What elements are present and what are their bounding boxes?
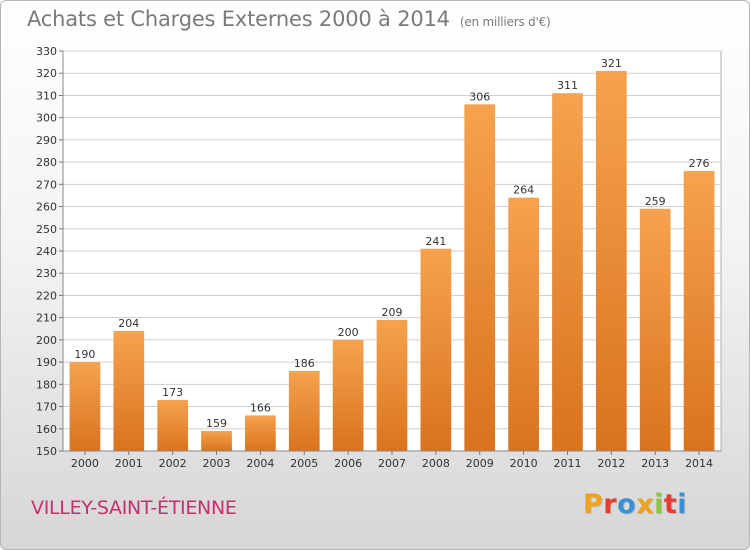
x-tick-label: 2004 bbox=[246, 457, 274, 470]
data-label: 276 bbox=[689, 157, 710, 170]
x-tick-label: 2009 bbox=[466, 457, 494, 470]
y-tick-label: 260 bbox=[36, 201, 57, 214]
bar bbox=[157, 399, 189, 451]
bar bbox=[376, 319, 408, 451]
data-label: 321 bbox=[601, 57, 622, 70]
data-label: 241 bbox=[425, 235, 446, 248]
data-label: 311 bbox=[557, 79, 578, 92]
y-tick-label: 330 bbox=[36, 45, 57, 58]
bar bbox=[508, 197, 539, 451]
x-tick-label: 2011 bbox=[553, 457, 581, 470]
data-label: 200 bbox=[338, 326, 359, 339]
x-tick-label: 2003 bbox=[203, 457, 231, 470]
commune-name: VILLEY-SAINT-ÉTIENNE bbox=[31, 497, 237, 519]
x-tick-label: 2007 bbox=[378, 457, 406, 470]
data-label: 159 bbox=[206, 417, 227, 430]
y-tick-label: 310 bbox=[36, 89, 57, 102]
bar bbox=[552, 93, 583, 451]
chart-subtitle: (en milliers d'€) bbox=[459, 15, 551, 29]
y-tick-label: 270 bbox=[36, 178, 57, 191]
y-tick-label: 150 bbox=[36, 445, 57, 458]
bar bbox=[420, 248, 452, 451]
data-label: 190 bbox=[74, 348, 95, 361]
bar bbox=[332, 339, 364, 451]
x-tick-label: 2001 bbox=[115, 457, 143, 470]
data-label: 204 bbox=[118, 317, 139, 330]
data-label: 259 bbox=[645, 195, 666, 208]
y-tick-label: 220 bbox=[36, 289, 57, 302]
bar bbox=[595, 71, 627, 451]
bar bbox=[639, 208, 671, 451]
data-label: 306 bbox=[469, 90, 490, 103]
bar bbox=[201, 431, 232, 451]
bar bbox=[464, 104, 496, 451]
x-tick-label: 2000 bbox=[71, 457, 99, 470]
y-tick-label: 280 bbox=[36, 156, 57, 169]
y-tick-label: 200 bbox=[36, 334, 57, 347]
bar bbox=[113, 331, 145, 451]
chart-title-text: Achats et Charges Externes 2000 à 2014 bbox=[27, 7, 450, 31]
data-label: 186 bbox=[294, 357, 315, 370]
proxiti-logo: Proxiti bbox=[583, 489, 688, 520]
x-tick-label: 2005 bbox=[290, 457, 318, 470]
x-tick-label: 2010 bbox=[510, 457, 538, 470]
y-tick-label: 290 bbox=[36, 134, 57, 147]
bar bbox=[69, 362, 101, 451]
y-tick-label: 300 bbox=[36, 112, 57, 125]
data-label: 209 bbox=[382, 306, 403, 319]
y-tick-label: 240 bbox=[36, 245, 57, 258]
y-tick-label: 180 bbox=[36, 378, 57, 391]
y-tick-label: 170 bbox=[36, 401, 57, 414]
chart-title: Achats et Charges Externes 2000 à 2014 (e… bbox=[27, 7, 551, 31]
data-label: 166 bbox=[250, 401, 271, 414]
data-label: 264 bbox=[513, 184, 534, 197]
bar bbox=[683, 171, 715, 451]
y-tick-label: 250 bbox=[36, 223, 57, 236]
data-label: 173 bbox=[162, 386, 183, 399]
y-tick-label: 320 bbox=[36, 67, 57, 80]
y-tick-label: 210 bbox=[36, 312, 57, 325]
x-tick-label: 2013 bbox=[641, 457, 669, 470]
x-tick-label: 2012 bbox=[597, 457, 625, 470]
x-tick-label: 2002 bbox=[159, 457, 187, 470]
bar bbox=[245, 415, 276, 451]
y-tick-label: 160 bbox=[36, 423, 57, 436]
x-tick-label: 2008 bbox=[422, 457, 450, 470]
y-tick-label: 230 bbox=[36, 267, 57, 280]
x-tick-label: 2006 bbox=[334, 457, 362, 470]
bar bbox=[288, 371, 320, 451]
x-tick-label: 2014 bbox=[685, 457, 713, 470]
y-tick-label: 190 bbox=[36, 356, 57, 369]
